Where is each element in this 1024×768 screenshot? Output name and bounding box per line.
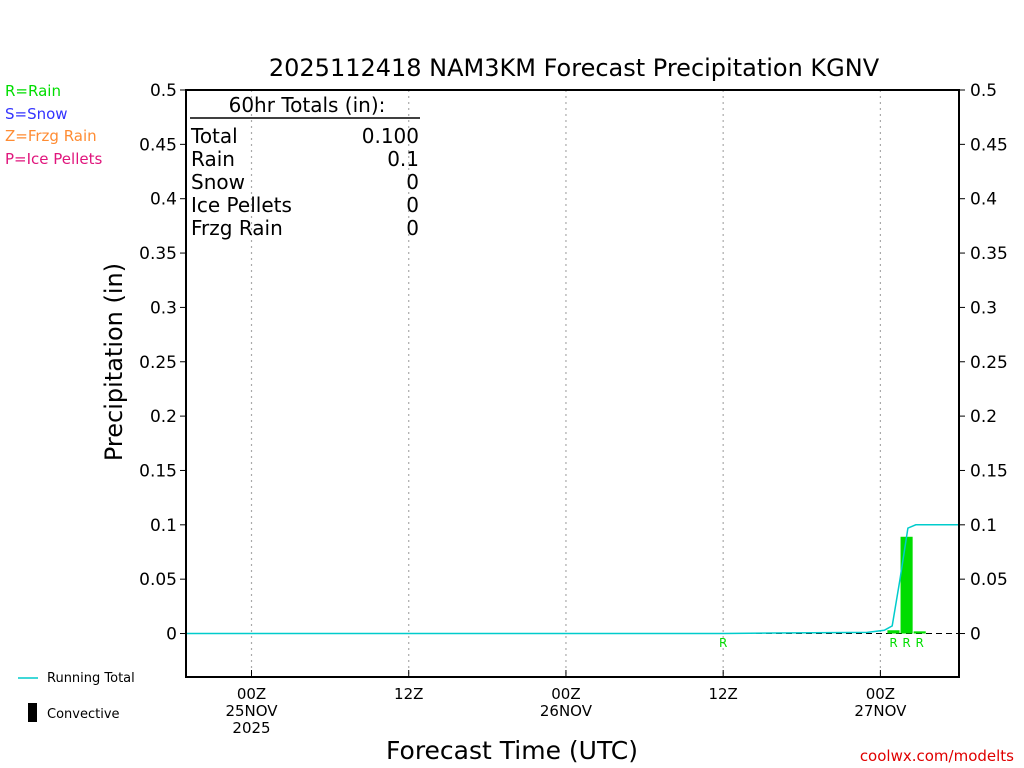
x-tick-label: 27NOV xyxy=(854,702,907,720)
legend-rain: R=Rain xyxy=(5,82,61,100)
running-total-group xyxy=(186,524,959,635)
y-axis-right: 0 0.05 0.1 0.15 0.2 0.25 0.3 0.35 0.4 0.45 0.5 xyxy=(959,81,1008,645)
chart-title: 2025112418 NAM3KM Forecast Precipitation… xyxy=(269,54,880,82)
precip-type-marker: R xyxy=(719,636,727,650)
totals-row-value: 0.100 xyxy=(362,124,419,148)
y-tick-label-right: 0.3 xyxy=(970,298,997,318)
totals-row-value: 0 xyxy=(406,216,419,240)
legend-frzg-rain: Z=Frzg Rain xyxy=(5,127,97,145)
y-tick-label-right: 0.25 xyxy=(970,353,1008,373)
y-tick-label-right: 0 xyxy=(970,625,981,645)
y-tick-label-left: 0.3 xyxy=(150,298,177,318)
convective-legend-label: Convective xyxy=(47,707,120,722)
totals-row-label: Ice Pellets xyxy=(191,193,292,217)
convective-legend-swatch xyxy=(28,703,37,722)
x-tick-label: 26NOV xyxy=(540,702,593,720)
y-axis-label: Precipitation (in) xyxy=(100,263,128,461)
totals-header: 60hr Totals (in): xyxy=(229,93,386,117)
y-tick-label-right: 0.45 xyxy=(970,135,1008,155)
legend-snow: S=Snow xyxy=(5,105,68,123)
x-tick-label: 00Z xyxy=(237,685,266,703)
running-total-legend-label: Running Total xyxy=(47,671,135,686)
y-tick-label-left: 0.45 xyxy=(139,135,177,155)
y-tick-label-left: 0.2 xyxy=(150,407,177,427)
y-tick-label-right: 0.2 xyxy=(970,407,997,427)
precip-type-marker: R xyxy=(916,636,924,650)
totals-row-value: 0.1 xyxy=(387,147,419,171)
precip-bar xyxy=(900,536,913,634)
y-tick-label-right: 0.5 xyxy=(970,81,997,101)
precip-bar xyxy=(887,630,900,634)
precip-type-marker: R xyxy=(889,636,897,650)
totals-row-label: Rain xyxy=(191,147,235,171)
running-total-line xyxy=(186,524,959,635)
y-tick-label-right: 0.4 xyxy=(970,190,997,210)
x-tick-label: 00Z xyxy=(551,685,580,703)
y-tick-label-right: 0.15 xyxy=(970,461,1008,481)
y-tick-label-left: 0.35 xyxy=(139,244,177,264)
totals-row-value: 0 xyxy=(406,170,419,194)
credit-text: coolwx.com/modelts xyxy=(860,747,1014,765)
y-tick-label-left: 0.4 xyxy=(150,190,177,210)
totals-row-label: Snow xyxy=(191,170,245,194)
x-tick-label: 00Z xyxy=(866,685,895,703)
y-tick-label-right: 0.05 xyxy=(970,570,1008,590)
x-tick-label: 12Z xyxy=(394,685,423,703)
y-tick-label-left: 0.05 xyxy=(139,570,177,590)
y-tick-label-left: 0.1 xyxy=(150,516,177,536)
totals-row-value: 0 xyxy=(406,193,419,217)
y-tick-label-left: 0.25 xyxy=(139,353,177,373)
x-tick-label: 25NOV xyxy=(225,702,278,720)
x-tick-label: 12Z xyxy=(708,685,737,703)
x-tick-label: 2025 xyxy=(232,719,270,737)
precip-bar xyxy=(913,631,926,634)
y-tick-label-right: 0.1 xyxy=(970,516,997,536)
plot-frame xyxy=(185,89,960,678)
legend-ice-pellets: P=Ice Pellets xyxy=(5,150,102,168)
precip-type-marker: R xyxy=(902,636,910,650)
totals-row-label: Total xyxy=(190,124,238,148)
y-axis-left: 0 0.05 0.1 0.15 0.2 0.25 0.3 0.35 0.4 0.45 0.5 xyxy=(139,81,186,645)
y-tick-label-right: 0.35 xyxy=(970,244,1008,264)
y-tick-label-left: 0 xyxy=(166,625,177,645)
y-tick-label-left: 0.5 xyxy=(150,81,177,101)
totals-box: 60hr Totals (in): Total 0.100 Rain 0.1 Snow 0… xyxy=(190,93,420,240)
grid-lines xyxy=(186,90,959,677)
y-tick-label-left: 0.15 xyxy=(139,461,177,481)
totals-row-label: Frzg Rain xyxy=(191,216,283,240)
x-axis-label: Forecast Time (UTC) xyxy=(386,736,638,765)
